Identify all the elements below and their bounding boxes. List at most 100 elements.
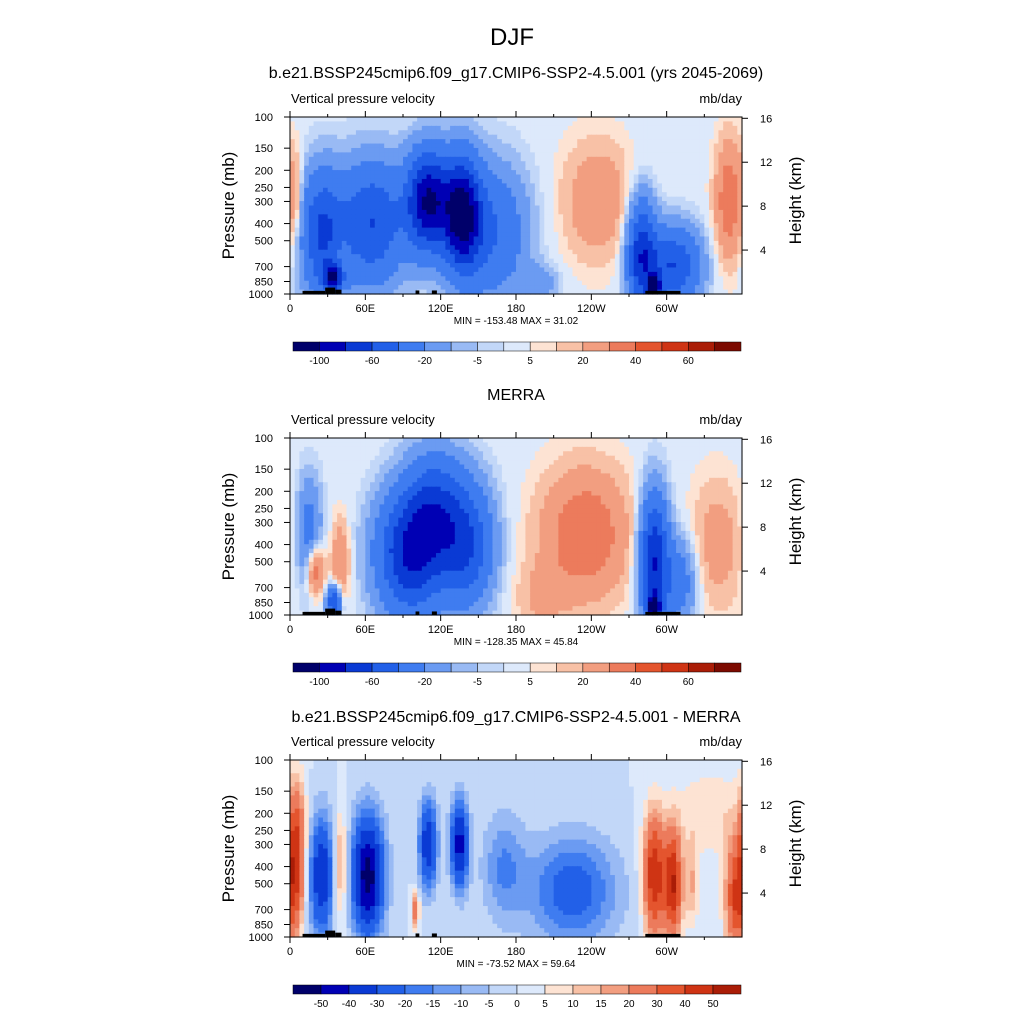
heatmap-cell: [548, 280, 555, 286]
heatmap-cell: [332, 209, 338, 215]
heatmap-cell: [666, 263, 672, 269]
heatmap-cell: [497, 161, 503, 167]
heatmap-cell: [308, 451, 315, 457]
heatmap-cell: [525, 455, 531, 461]
heatmap-cell: [633, 477, 640, 483]
heatmap-cell: [308, 438, 315, 444]
heatmap-cell: [605, 438, 611, 444]
heatmap-cell: [360, 214, 366, 220]
heatmap-cell: [657, 139, 663, 145]
heatmap-cell: [614, 161, 621, 167]
heatmap-cell: [586, 174, 592, 180]
heatmap-cell: [629, 442, 635, 448]
heatmap-cell: [699, 174, 705, 180]
heatmap-cell: [497, 482, 503, 488]
heatmap-cell: [591, 285, 597, 291]
heatmap-cell: [398, 152, 404, 158]
heatmap-cell: [694, 174, 701, 180]
heatmap-cell: [699, 152, 705, 158]
heatmap-cell: [501, 170, 508, 176]
heatmap-cell: [341, 161, 348, 167]
heatmap-cell: [459, 258, 465, 264]
heatmap-cell: [341, 271, 348, 277]
heatmap-cell: [539, 276, 545, 282]
heatmap-cell: [539, 125, 545, 131]
heatmap-cell: [657, 134, 663, 140]
heatmap-cell: [661, 240, 668, 246]
heatmap-cell: [351, 152, 357, 158]
heatmap-cell: [332, 143, 338, 149]
heatmap-cell: [539, 271, 545, 277]
heatmap-cell: [450, 134, 456, 140]
heatmap-cell: [407, 482, 414, 488]
heatmap-cell: [393, 473, 399, 479]
heatmap-cell: [694, 236, 701, 242]
heatmap-cell: [398, 477, 404, 483]
heatmap-cell: [605, 254, 611, 260]
heatmap-cell: [464, 267, 470, 273]
heatmap-cell: [487, 209, 494, 215]
heatmap-cell: [530, 267, 536, 273]
heatmap-cell: [652, 170, 658, 176]
heatmap-cell: [690, 285, 696, 291]
heatmap-cell: [445, 183, 451, 189]
heatmap-cell: [694, 117, 701, 123]
heatmap-cell: [332, 196, 338, 202]
heatmap-cell: [553, 438, 559, 444]
heatmap-cell: [355, 218, 362, 224]
heatmap-cell: [355, 232, 362, 238]
heatmap-cell: [308, 147, 315, 153]
heatmap-cell: [459, 214, 465, 220]
heatmap-cell: [393, 289, 399, 295]
heatmap-cell: [290, 455, 296, 461]
heatmap-cell: [586, 276, 592, 282]
heatmap-cell: [492, 280, 498, 286]
heatmap-cell: [732, 249, 738, 255]
heatmap-cell: [737, 460, 743, 466]
heatmap-cell: [520, 477, 527, 483]
heatmap-cell: [370, 227, 376, 233]
heatmap-cell: [355, 201, 362, 207]
heatmap-cell: [384, 134, 390, 140]
heatmap-cell: [591, 121, 597, 127]
heatmap-cell: [577, 289, 583, 295]
heatmap-cell: [478, 236, 484, 242]
heatmap-cell: [459, 276, 465, 282]
heatmap-cell: [374, 280, 381, 286]
heatmap-cell: [591, 147, 597, 153]
heatmap-cell: [337, 125, 343, 131]
y-tick-label: 250: [255, 182, 273, 194]
heatmap-cell: [666, 223, 672, 229]
heatmap-cell: [704, 271, 710, 277]
heatmap-cell: [633, 125, 640, 131]
heatmap-cell: [671, 156, 677, 162]
heatmap-cell: [511, 201, 517, 207]
heatmap-cell: [666, 130, 672, 136]
heatmap-cell: [398, 139, 404, 145]
heatmap-cell: [704, 187, 710, 193]
heatmap-cell: [638, 236, 644, 242]
heatmap-cell: [709, 130, 715, 136]
heatmap-cell: [308, 117, 315, 123]
heatmap-cell: [445, 139, 451, 145]
heatmap-cell: [713, 209, 720, 215]
heatmap-cell: [666, 139, 672, 145]
heatmap-cell: [671, 152, 677, 158]
heatmap-cell: [520, 174, 527, 180]
heatmap-cell: [633, 178, 640, 184]
heatmap-cell: [294, 130, 301, 136]
heatmap-cell: [676, 263, 682, 269]
heatmap-cell: [732, 165, 738, 171]
heatmap-cell: [544, 201, 550, 207]
heatmap-cell: [435, 196, 442, 202]
heatmap-cell: [360, 227, 366, 233]
heatmap-cell: [337, 285, 343, 291]
heatmap-cell: [544, 289, 550, 295]
heatmap-cell: [661, 201, 668, 207]
heatmap-cell: [412, 473, 418, 479]
heatmap-cell: [290, 446, 296, 452]
heatmap-cell: [412, 240, 418, 246]
heatmap-cell: [435, 143, 442, 149]
heatmap-cell: [676, 455, 682, 461]
heatmap-cell: [596, 223, 602, 229]
